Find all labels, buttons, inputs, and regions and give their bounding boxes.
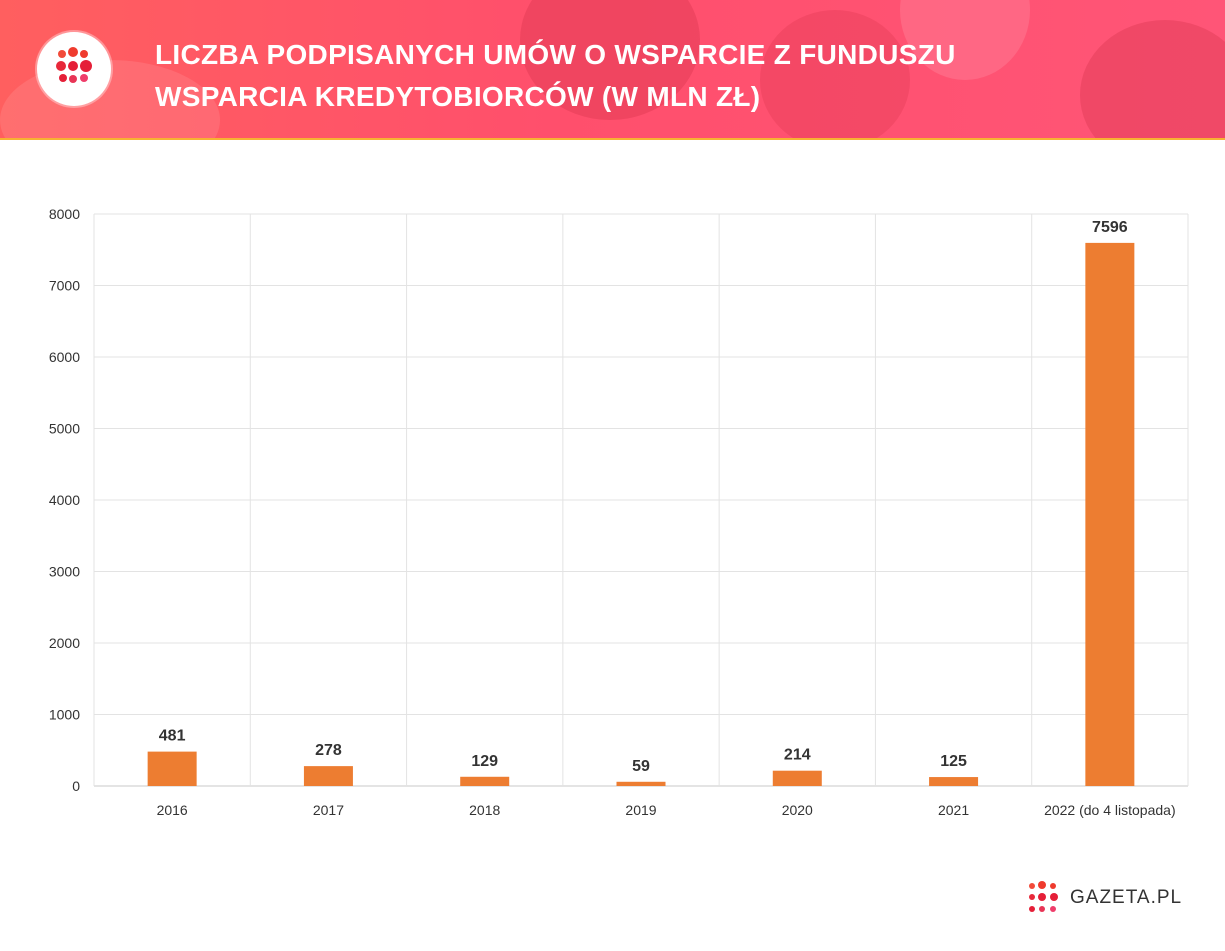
chart-title-line-2: WSPARCIA KREDYTOBIORCÓW (W MLN ZŁ) bbox=[155, 81, 761, 112]
y-tick-label: 4000 bbox=[49, 492, 80, 508]
y-tick-label: 1000 bbox=[49, 707, 80, 723]
y-tick-label: 2000 bbox=[49, 635, 80, 651]
gazeta-dots-icon bbox=[1029, 881, 1058, 912]
y-tick-label: 6000 bbox=[49, 349, 80, 365]
x-tick-label: 2022 (do 4 listopada) bbox=[1044, 802, 1176, 818]
x-tick-label: 2017 bbox=[313, 802, 344, 818]
header-banner: LICZBA PODPISANYCH UMÓW O WSPARCIE Z FUN… bbox=[0, 0, 1225, 138]
x-tick-label: 2020 bbox=[782, 802, 813, 818]
header-underline bbox=[0, 138, 1225, 140]
bar bbox=[460, 776, 510, 786]
x-tick-label: 2016 bbox=[157, 802, 188, 818]
gazeta-logo bbox=[37, 32, 111, 106]
bar bbox=[1085, 242, 1135, 787]
data-label: 214 bbox=[784, 747, 811, 764]
chart-title-line-1: LICZBA PODPISANYCH UMÓW O WSPARCIE Z FUN… bbox=[155, 39, 956, 70]
gazeta-dots-icon bbox=[56, 47, 92, 83]
bar-chart: 0 1000 2000 3000 4000 5000 6000 7000 8000 481 2016… bbox=[49, 206, 1189, 818]
brand-name: GAZETA.PL bbox=[1070, 887, 1183, 908]
data-label: 481 bbox=[159, 728, 186, 745]
chart-title: LICZBA PODPISANYCH UMÓW O WSPARCIE Z FUN… bbox=[155, 34, 1155, 118]
y-tick-label: 5000 bbox=[49, 421, 80, 437]
bar bbox=[303, 766, 353, 786]
data-label: 129 bbox=[471, 753, 498, 770]
y-tick-label: 8000 bbox=[49, 206, 80, 222]
data-label: 7596 bbox=[1092, 219, 1128, 236]
x-tick-label: 2018 bbox=[469, 802, 500, 818]
brand-footer: GAZETA.PL bbox=[1026, 880, 1186, 916]
y-tick-label: 7000 bbox=[49, 278, 80, 294]
bar bbox=[929, 777, 979, 786]
x-tick-label: 2019 bbox=[625, 802, 656, 818]
data-label: 278 bbox=[315, 742, 342, 759]
x-tick-label: 2021 bbox=[938, 802, 969, 818]
data-label: 59 bbox=[632, 758, 650, 775]
data-label: 125 bbox=[940, 753, 967, 770]
y-tick-label: 0 bbox=[72, 778, 80, 794]
bar bbox=[616, 781, 666, 786]
bar bbox=[772, 770, 822, 786]
y-tick-label: 3000 bbox=[49, 564, 80, 580]
bar bbox=[147, 751, 197, 786]
